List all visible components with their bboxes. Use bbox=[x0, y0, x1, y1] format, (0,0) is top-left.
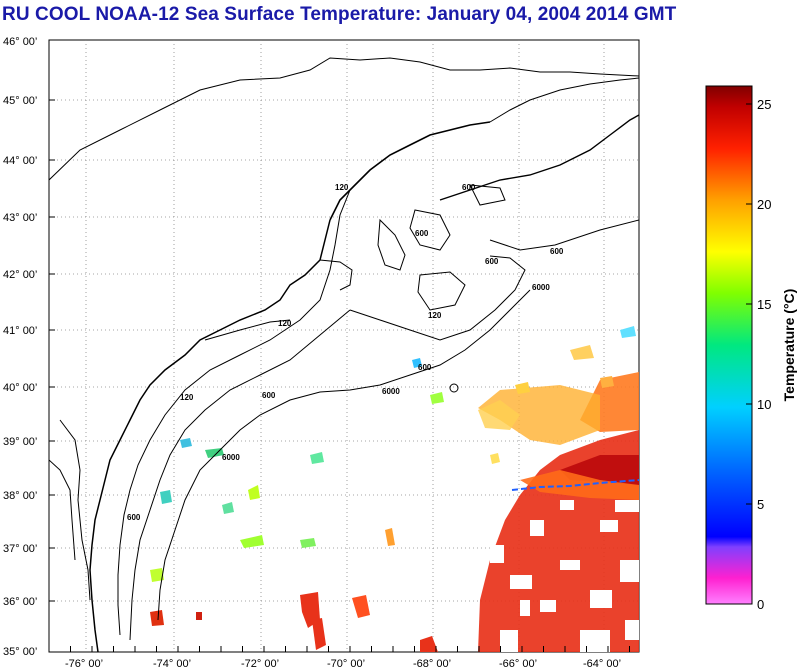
depth-label: 600 bbox=[462, 183, 476, 192]
lat-label: 43° 00’ bbox=[3, 212, 37, 224]
colorbar: 25 20 15 10 5 0 Temperature (°C) bbox=[705, 85, 797, 612]
colorbar-tick-label: 25 bbox=[757, 97, 771, 112]
lon-label: -66° 00’ bbox=[499, 658, 537, 670]
lat-label: 46° 00’ bbox=[3, 36, 37, 48]
depth-label: 6000 bbox=[532, 283, 550, 292]
depth-label: 120 bbox=[335, 183, 349, 192]
depth-label: 6000 bbox=[222, 453, 240, 462]
depth-label: 600 bbox=[415, 229, 429, 238]
depth-label: 600 bbox=[127, 513, 141, 522]
colorbar-tick-label: 20 bbox=[757, 197, 771, 212]
lat-label: 41° 00’ bbox=[3, 325, 37, 337]
lat-label: 45° 00’ bbox=[3, 95, 37, 107]
colorbar-tick-label: 15 bbox=[757, 297, 771, 312]
sst-data-layer bbox=[150, 326, 639, 652]
lat-label: 39° 00’ bbox=[3, 436, 37, 448]
depth-label: 600 bbox=[550, 247, 564, 256]
depth-label: 6000 bbox=[382, 387, 400, 396]
lon-label: -72° 00’ bbox=[241, 658, 279, 670]
lat-label: 38° 00’ bbox=[3, 490, 37, 502]
colorbar-tick-label: 10 bbox=[757, 397, 771, 412]
axis-ticks bbox=[48, 39, 630, 653]
lat-label: 40° 00’ bbox=[3, 382, 37, 394]
depth-label: 120 bbox=[180, 393, 194, 402]
longitude-labels: -76° 00’ -74° 00’ -72° 00’ -70° 00’ -68°… bbox=[65, 658, 621, 670]
depth-label: 120 bbox=[428, 311, 442, 320]
depth-label: 600 bbox=[262, 391, 276, 400]
lon-label: -70° 00’ bbox=[327, 658, 365, 670]
lat-label: 36° 00’ bbox=[3, 596, 37, 608]
coastline-layer bbox=[49, 57, 639, 652]
depth-label: 600 bbox=[418, 363, 432, 372]
lon-label: -64° 00’ bbox=[583, 658, 621, 670]
colorbar-title: Temperature (°C) bbox=[781, 289, 797, 402]
depth-label: 120 bbox=[278, 319, 292, 328]
lat-label: 42° 00’ bbox=[3, 269, 37, 281]
colorbar-tick-label: 5 bbox=[757, 497, 764, 512]
lon-label: -76° 00’ bbox=[65, 658, 103, 670]
colorbar-tick-label: 0 bbox=[757, 597, 764, 612]
latitude-labels: 46° 00’ 45° 00’ 44° 00’ 43° 00’ 42° 00’ … bbox=[3, 36, 37, 658]
depth-contour-labels: 600 600 600 600 600 6000 6000 6000 120 1… bbox=[127, 183, 564, 522]
lon-label: -74° 00’ bbox=[153, 658, 191, 670]
lon-label: -68° 00’ bbox=[413, 658, 451, 670]
lat-label: 35° 00’ bbox=[3, 646, 37, 658]
depth-label: 600 bbox=[485, 257, 499, 266]
lat-label: 44° 00’ bbox=[3, 155, 37, 167]
colorbar-gradient bbox=[705, 85, 753, 605]
lat-label: 37° 00’ bbox=[3, 543, 37, 555]
map-title: RU COOL NOAA-12 Sea Surface Temperature:… bbox=[2, 4, 677, 25]
